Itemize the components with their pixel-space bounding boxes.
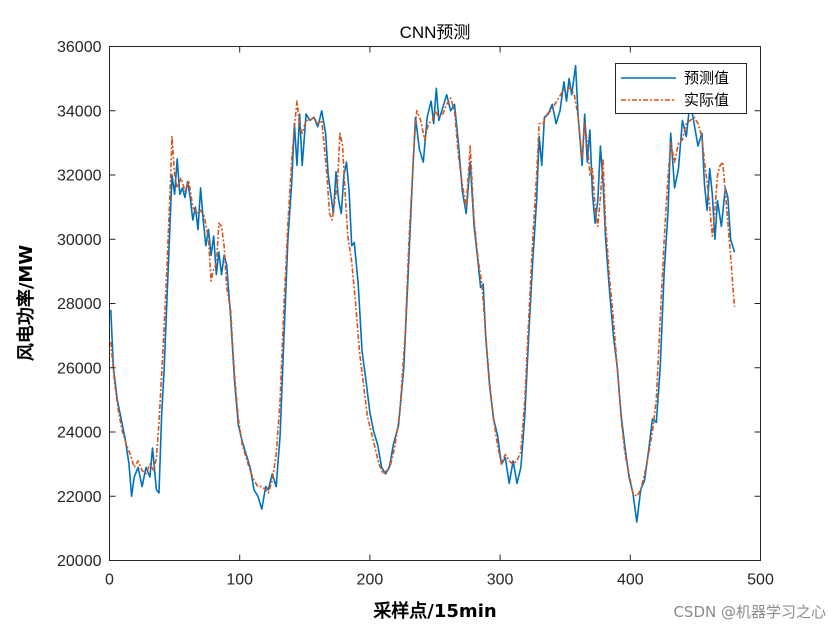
y-tick-label: 22000 <box>57 489 102 506</box>
series-line-actual <box>110 87 736 498</box>
chart-title: CNN预测 <box>400 23 471 42</box>
y-tick-label: 34000 <box>57 103 102 120</box>
legend-label-actual: 实际值 <box>684 91 729 109</box>
y-tick-label: 26000 <box>57 360 102 377</box>
y-tick-label: 30000 <box>57 232 102 249</box>
plot-area <box>109 46 761 561</box>
watermark: CSDN @机器学习之心 <box>673 603 826 621</box>
y-tick-label: 24000 <box>57 425 102 442</box>
series-layer <box>110 65 736 523</box>
y-tick-label: 36000 <box>57 39 102 56</box>
legend-label-predicted: 预测值 <box>684 69 729 87</box>
y-axis-label: 风电功率/MW <box>15 245 37 361</box>
y-tick-label: 32000 <box>57 168 102 185</box>
legend-box <box>615 63 747 114</box>
x-tick-label: 0 <box>105 572 114 589</box>
x-tick-label: 100 <box>226 572 253 589</box>
x-tick-label: 200 <box>357 572 384 589</box>
x-tick-label: 500 <box>747 572 774 589</box>
legend: 预测值 实际值 <box>615 63 747 114</box>
x-axis-label: 采样点/15min <box>372 600 496 622</box>
ticks-layer: 0 100 200 300 400 500 20000 22000 24000 26000 2800… <box>57 39 774 589</box>
y-tick-label: 20000 <box>57 553 102 570</box>
y-tick-label: 28000 <box>57 296 102 313</box>
x-tick-label: 300 <box>487 572 514 589</box>
x-tick-label: 400 <box>617 572 644 589</box>
